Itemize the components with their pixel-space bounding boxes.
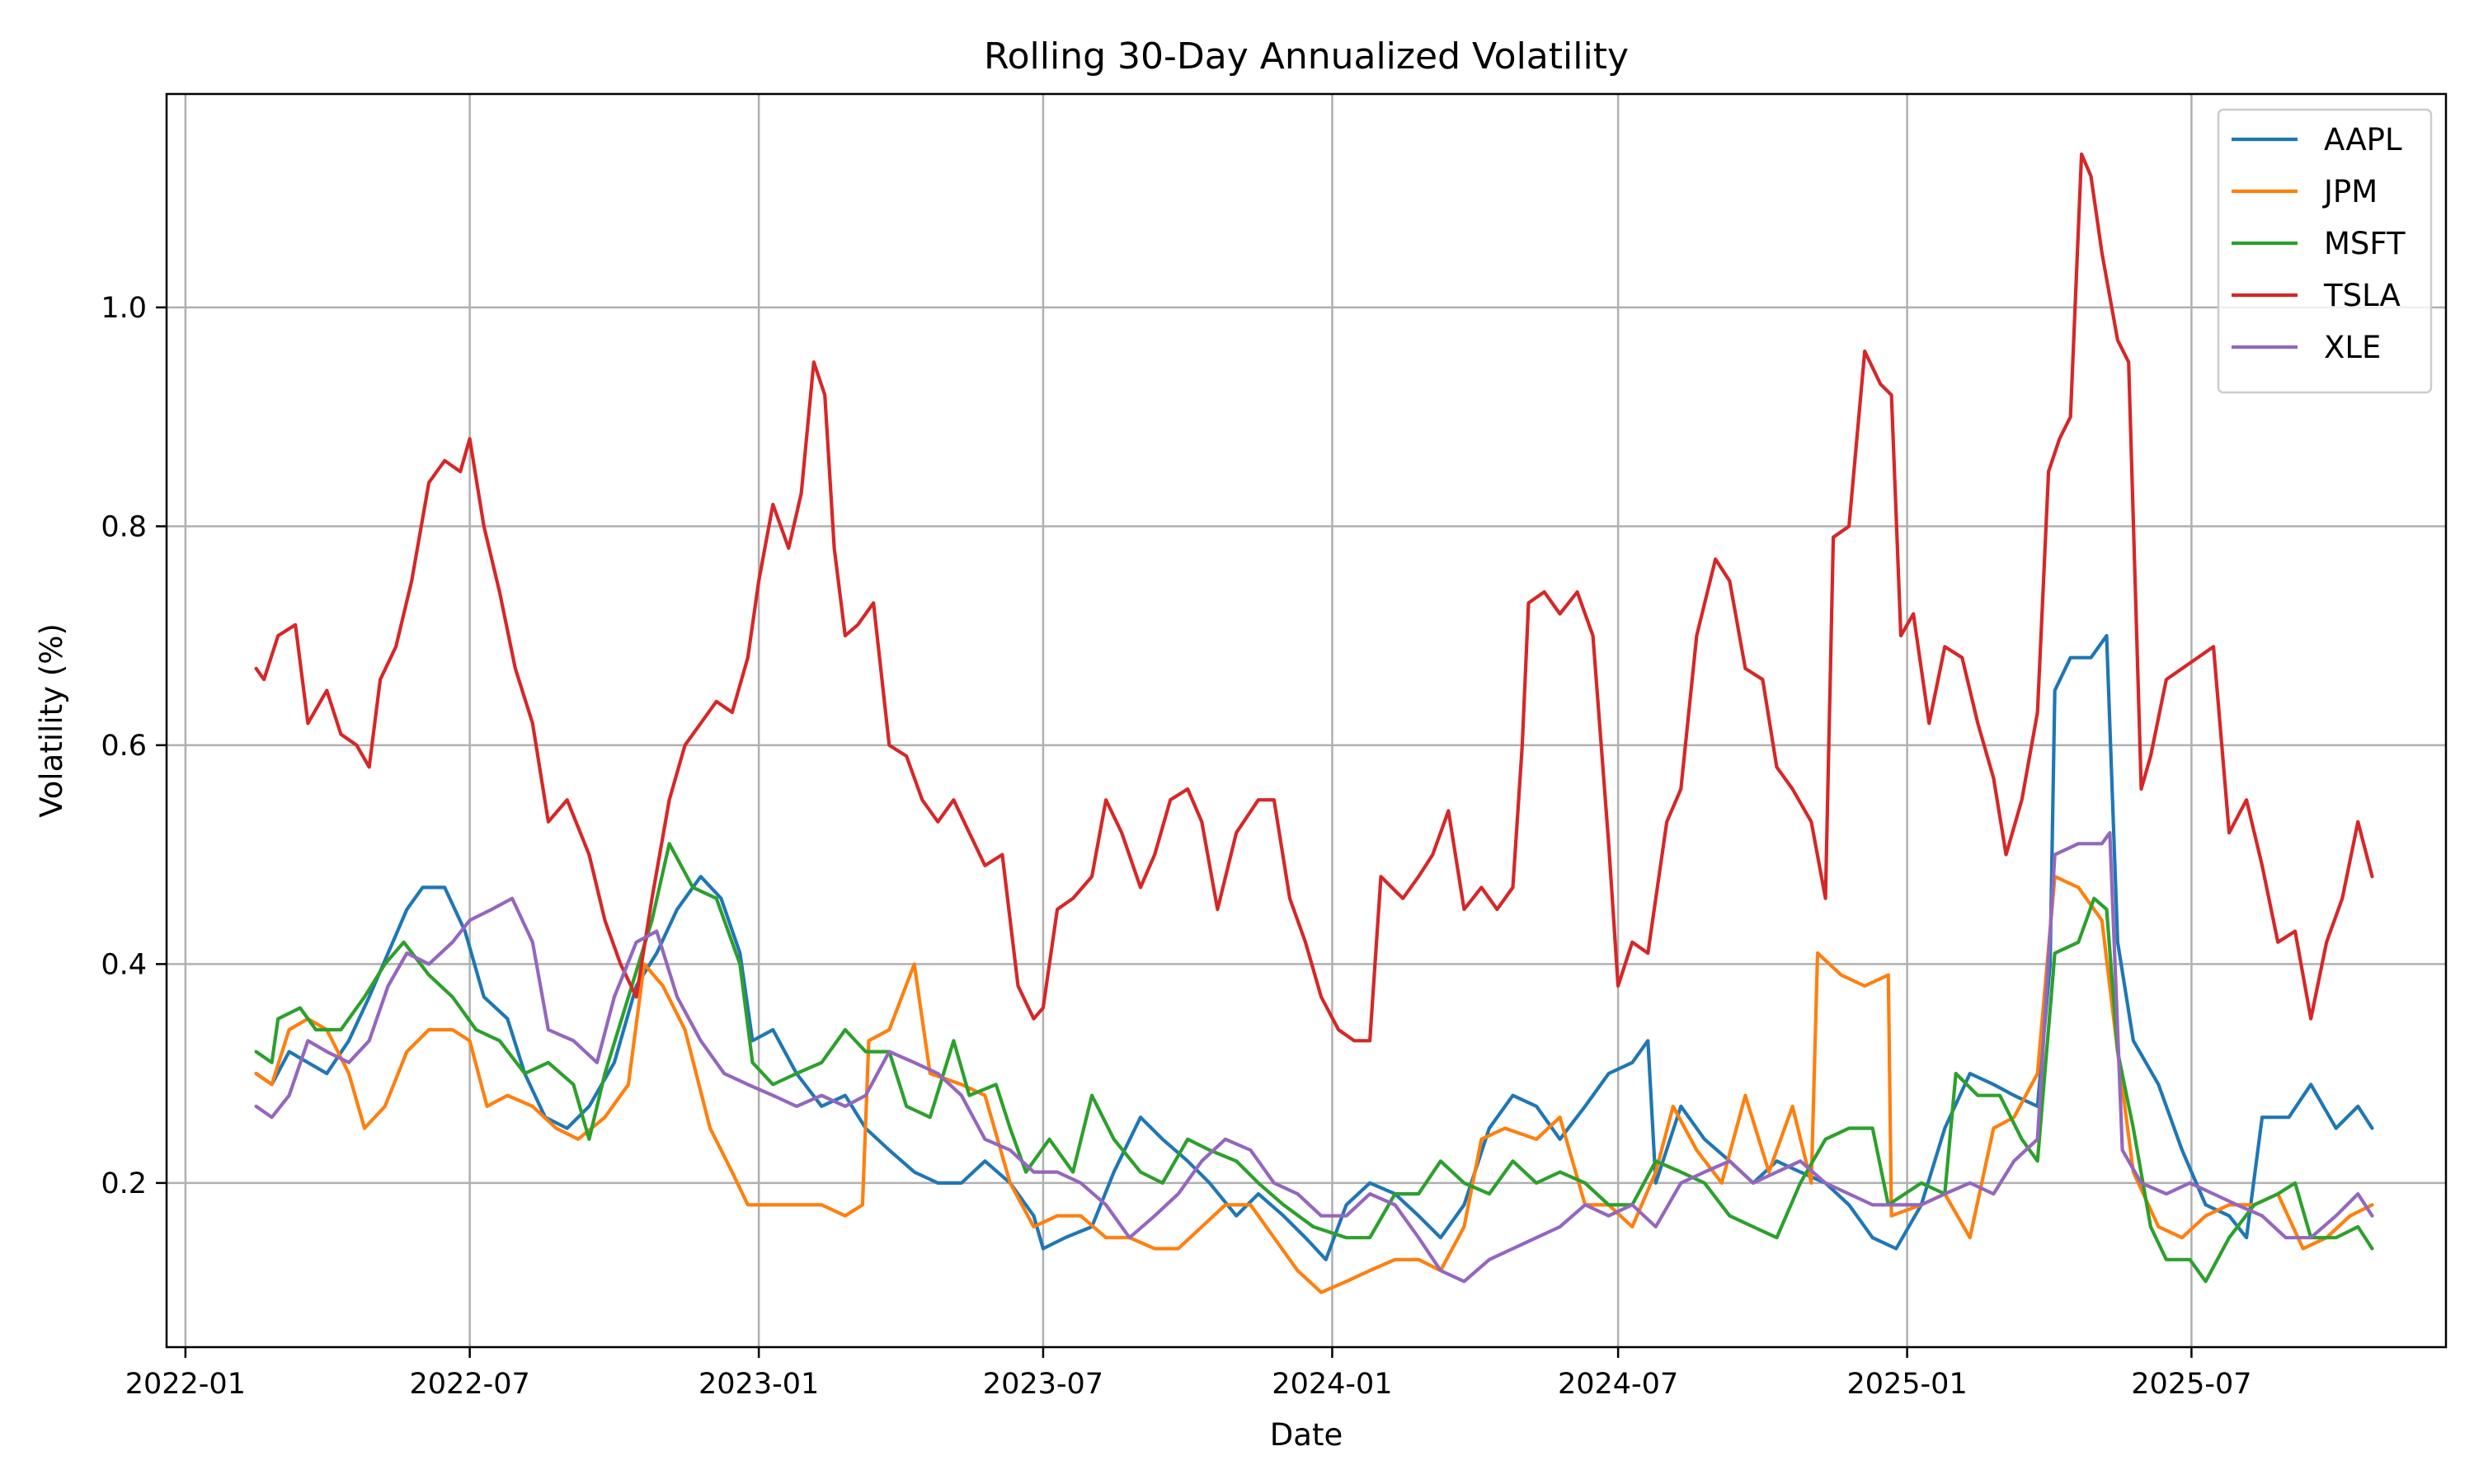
- legend-box: [2217, 108, 2433, 394]
- y-tick-label: 0.2: [101, 1167, 147, 1200]
- x-tick-label: 2025-01: [1846, 1368, 1967, 1401]
- x-axis-label: Date: [1270, 1417, 1343, 1453]
- y-axis-label: Volatility (%): [34, 623, 69, 818]
- grid-layer: [167, 94, 2446, 1347]
- legend-label-jpm: JPM: [2322, 174, 2378, 209]
- legend: AAPL JPM MSFT TSLA XLE: [2217, 108, 2433, 394]
- legend-label-aapl: AAPL: [2324, 122, 2402, 157]
- legend-label-xle: XLE: [2324, 330, 2381, 365]
- series-line-aapl: [254, 634, 2374, 1261]
- legend-label-tsla: TSLA: [2323, 278, 2401, 313]
- y-tick-label: 0.8: [101, 510, 147, 543]
- y-tick-label: 0.6: [101, 730, 147, 763]
- x-tick-label: 2025-07: [2131, 1368, 2251, 1401]
- x-tick-label: 2023-01: [698, 1368, 819, 1401]
- series-line-tsla: [254, 152, 2374, 1043]
- series-line-msft: [254, 842, 2374, 1284]
- series-line-jpm: [254, 875, 2374, 1294]
- series-layer: [254, 152, 2374, 1294]
- x-tick-label: 2024-07: [1558, 1368, 1678, 1401]
- chart-title: Rolling 30-Day Annualized Volatility: [984, 35, 1629, 77]
- x-tick-label: 2023-07: [983, 1368, 1103, 1401]
- x-tick-label: 2022-01: [125, 1368, 246, 1401]
- series-line-xle: [254, 831, 2374, 1284]
- x-tick-label: 2024-01: [1272, 1368, 1392, 1401]
- plot-frame: [165, 92, 2448, 1349]
- y-tick-label: 0.4: [101, 948, 147, 981]
- tick-layer: 2022-01 2022-07 2023-01 2023-07 2024-01 2024-…: [101, 292, 2251, 1401]
- legend-label-msft: MSFT: [2324, 226, 2406, 261]
- x-tick-label: 2022-07: [410, 1368, 530, 1401]
- y-tick-label: 1.0: [101, 292, 147, 325]
